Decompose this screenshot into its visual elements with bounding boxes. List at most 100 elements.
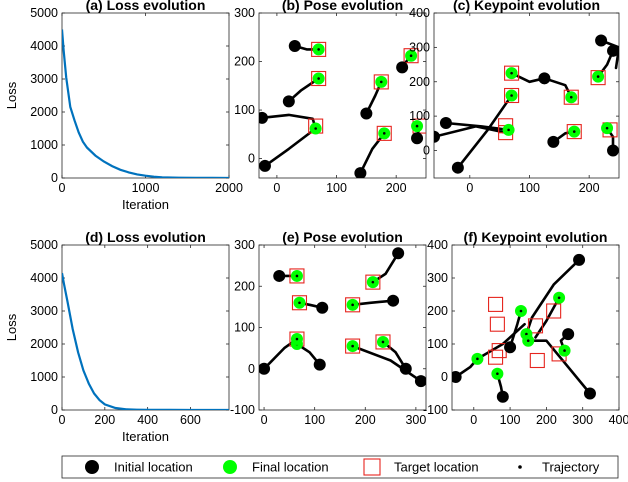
final-center-dot [572,130,576,133]
trajectory [599,39,619,70]
initial-marker [504,341,517,354]
initial-marker [583,387,596,400]
target-marker [504,87,520,104]
trajectory [526,339,592,395]
y-tick-label: 300 [234,238,255,252]
final-center-dot [379,80,383,84]
chart-title: (b) Pose evolution [282,0,403,13]
trajectory [359,132,386,175]
target-marker [373,74,389,90]
y-tick-label: 0 [248,152,255,166]
initial-marker [313,358,326,371]
initial-marker [562,328,575,341]
initial-marker [396,61,409,74]
target-marker [311,70,327,87]
final-center-dot [507,128,510,132]
initial-marker [288,40,301,52]
plot-area [452,253,596,403]
target-marker [563,89,579,105]
initial-marker [259,111,268,124]
initial-marker [538,72,551,85]
y-tick-label: 1000 [30,138,58,152]
x-tick-label: 0 [59,181,66,195]
chart-title: (f) Keypoint evolution [464,229,608,245]
legend-initial-icon [85,460,99,474]
x-tick-label: 600 [180,413,201,427]
y-tick-label: -100 [423,403,448,417]
y-tick-label: 400 [427,238,448,252]
y-tick-label: 0 [423,144,430,158]
final-center-dot [557,296,561,300]
panel-e: 0 100 200 300 -100 0 100 200 300 (e) Pose evoluti… [230,229,427,427]
x-tick-label: 0 [273,181,280,195]
legend-label: Trajectory [542,460,600,475]
x-tick-label: 1000 [132,181,160,195]
y-tick-label: 4000 [30,39,58,53]
legend-box [61,455,619,479]
y-tick-label: 200 [234,279,255,293]
target-marker [504,65,520,81]
initial-marker [399,362,412,375]
initial-marker [496,390,509,403]
y-axis-label: Loss [4,313,19,341]
x-tick-label: 300 [572,413,593,427]
final-center-dot [605,126,609,130]
plot-area [259,40,426,178]
target-marker [291,295,308,311]
plot-area [259,247,426,388]
y-tick-label: 200 [234,55,255,69]
trajectory [534,296,561,339]
target-marker [345,338,361,354]
initial-marker [273,269,286,282]
plot-area [434,34,619,174]
initial-marker [595,34,608,47]
target-marker [289,268,305,284]
initial-marker [411,132,424,145]
y-tick-label: 2000 [30,105,58,119]
final-center-dot [295,337,299,341]
x-tick-label: 200 [94,413,115,427]
final-center-dot [496,372,499,376]
final-center-dot [569,95,573,99]
final-center-dot [351,344,354,348]
x-axis-label: Iteration [122,429,169,444]
panel-a: 0 1000 2000 0 1000 2000 3000 4000 5000 (a) Loss e… [4,0,243,212]
y-tick-label: 300 [427,271,448,285]
legend-label: Target location [394,460,479,475]
y-tick-label: 5000 [30,6,58,20]
x-tick-label: 400 [609,413,628,427]
initial-marker [392,247,405,260]
axes-box [61,244,230,411]
final-center-dot [563,349,566,352]
target-marker [403,48,419,64]
x-tick-label: 0 [59,413,66,427]
final-center-dot [317,77,320,80]
initial-marker [354,167,367,178]
target-marker [546,303,562,319]
y-tick-label: -100 [230,403,255,417]
target-marker [488,296,504,312]
chart-title: (a) Loss evolution [86,0,206,13]
final-center-dot [382,132,386,135]
target-marker [375,334,391,350]
y-tick-label: 0 [248,362,255,376]
initial-marker [316,301,329,314]
x-tick-label: 200 [536,413,557,427]
legend-label: Final location [252,460,329,475]
initial-marker [259,159,271,172]
initial-marker [414,375,426,388]
loss-line [62,29,229,178]
initial-marker [547,135,560,148]
x-tick-label: 0 [261,413,268,427]
initial-marker [573,253,586,266]
panel-f: 0 100 200 300 400 -100 0 100 200 300 400 (f) Keypoi… [423,229,628,427]
target-marker [311,41,327,57]
final-center-dot [510,71,513,75]
y-tick-label: 2000 [30,337,58,351]
x-tick-label: 100 [304,413,325,427]
final-center-dot [295,274,299,278]
y-tick-label: 100 [234,103,255,117]
x-axis-label: Iteration [122,197,169,212]
chart-title: (e) Pose evolution [282,229,403,245]
